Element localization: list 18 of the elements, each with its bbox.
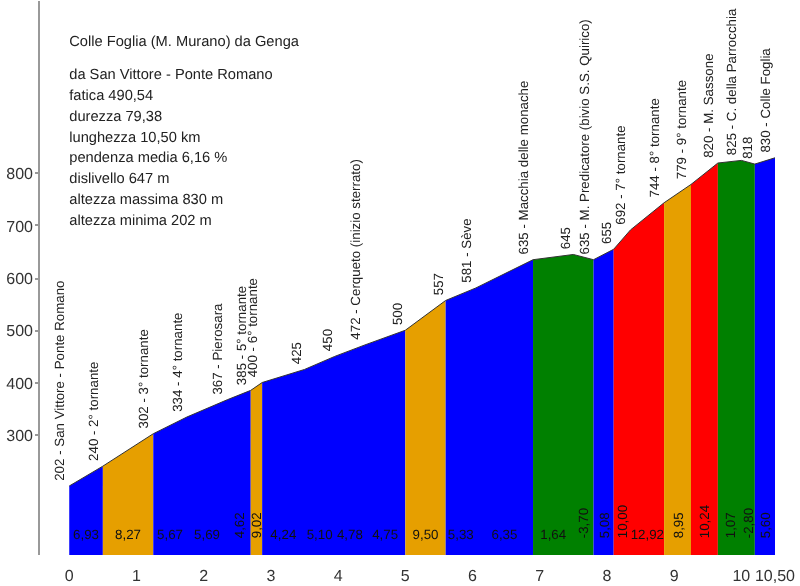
y-tick-label: 300: [6, 426, 35, 445]
y-tick-label: 500: [6, 322, 35, 341]
x-tick-label: 7: [535, 567, 546, 585]
y-tick-label: 600: [6, 270, 35, 288]
x-tick-label: 3: [266, 567, 277, 585]
x-tick-label: 8: [602, 567, 613, 585]
x-tick-label: 4: [333, 567, 344, 585]
x-tick-label: 9: [669, 567, 680, 585]
y-tick-label: 700: [6, 217, 35, 236]
x-tick-label: 2: [199, 567, 210, 585]
x-tick-label: 0: [64, 567, 75, 585]
y-tick-label: 400: [6, 374, 35, 393]
y-tick-label: 800: [6, 165, 35, 184]
x-tick-label: 6: [468, 567, 479, 585]
x-tick-label: 10,50: [754, 567, 797, 585]
x-tick-label: 5: [400, 567, 411, 585]
x-tick-label: 1: [132, 567, 143, 585]
x-tick-label: 10: [732, 567, 752, 585]
